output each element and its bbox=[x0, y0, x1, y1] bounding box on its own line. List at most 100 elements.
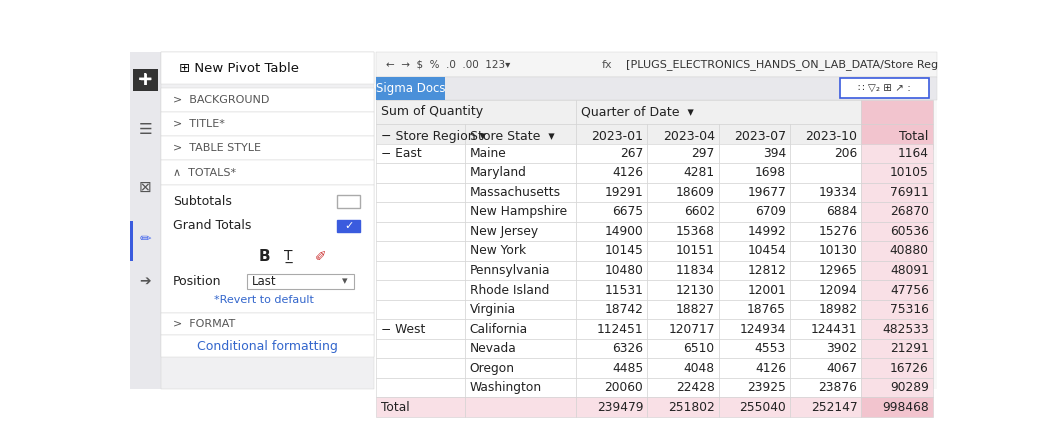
Text: ✐: ✐ bbox=[314, 249, 326, 263]
Bar bbox=[790, 358, 862, 378]
Bar bbox=[132, 69, 158, 91]
Text: 40880: 40880 bbox=[890, 244, 929, 257]
Bar bbox=[718, 280, 790, 300]
Bar bbox=[790, 280, 862, 300]
Bar bbox=[160, 160, 374, 185]
Bar bbox=[648, 280, 718, 300]
Text: 60536: 60536 bbox=[890, 225, 929, 238]
Bar bbox=[648, 397, 718, 417]
Bar bbox=[376, 52, 937, 76]
Text: 10151: 10151 bbox=[676, 244, 715, 257]
Text: 16726: 16726 bbox=[890, 361, 929, 375]
Bar bbox=[790, 222, 862, 241]
Bar bbox=[862, 100, 933, 124]
Bar bbox=[376, 319, 465, 339]
Text: T̲: T̲ bbox=[284, 249, 293, 263]
Text: >  FORMAT: > FORMAT bbox=[173, 319, 235, 329]
Text: 23876: 23876 bbox=[818, 381, 858, 394]
Text: ☰: ☰ bbox=[138, 122, 152, 137]
Bar bbox=[160, 313, 374, 335]
Text: Last: Last bbox=[252, 275, 277, 288]
Text: 2023-10: 2023-10 bbox=[806, 130, 858, 143]
Text: 12001: 12001 bbox=[747, 284, 786, 296]
Text: ▾: ▾ bbox=[341, 276, 348, 286]
Text: 6709: 6709 bbox=[755, 205, 786, 218]
Text: 297: 297 bbox=[691, 147, 715, 160]
Bar bbox=[465, 319, 576, 339]
Bar bbox=[718, 397, 790, 417]
Text: − Store Region ▾: − Store Region ▾ bbox=[381, 130, 486, 143]
Text: 252147: 252147 bbox=[811, 401, 858, 413]
Text: 21291: 21291 bbox=[890, 342, 929, 355]
Text: 18609: 18609 bbox=[676, 186, 715, 199]
Bar bbox=[465, 241, 576, 261]
Text: 15368: 15368 bbox=[676, 225, 715, 238]
Bar bbox=[376, 202, 465, 222]
Text: 4281: 4281 bbox=[684, 166, 715, 180]
Text: 4485: 4485 bbox=[612, 361, 643, 375]
Text: 4048: 4048 bbox=[684, 361, 715, 375]
Bar bbox=[337, 220, 360, 232]
Text: Washington: Washington bbox=[469, 381, 541, 394]
Text: ✏: ✏ bbox=[139, 232, 151, 246]
Text: 75316: 75316 bbox=[890, 303, 929, 316]
Text: 12965: 12965 bbox=[818, 264, 858, 277]
Bar bbox=[718, 222, 790, 241]
Text: +: + bbox=[138, 71, 152, 90]
Bar bbox=[862, 222, 933, 241]
Bar bbox=[160, 112, 374, 136]
Bar bbox=[790, 183, 862, 202]
Text: 76911: 76911 bbox=[890, 186, 929, 199]
Text: 239479: 239479 bbox=[596, 401, 643, 413]
Bar bbox=[465, 339, 576, 358]
Bar bbox=[465, 202, 576, 222]
Text: 19291: 19291 bbox=[605, 186, 643, 199]
Text: 1164: 1164 bbox=[897, 147, 929, 160]
Text: 4126: 4126 bbox=[612, 166, 643, 180]
Text: >  TITLE*: > TITLE* bbox=[173, 119, 225, 129]
Bar bbox=[790, 241, 862, 261]
Bar bbox=[130, 52, 160, 389]
Text: Rhode Island: Rhode Island bbox=[469, 284, 549, 296]
Text: 482533: 482533 bbox=[882, 323, 929, 336]
Bar bbox=[718, 339, 790, 358]
Bar bbox=[465, 397, 576, 417]
Text: 6675: 6675 bbox=[612, 205, 643, 218]
Bar bbox=[376, 339, 465, 358]
Text: 18827: 18827 bbox=[676, 303, 715, 316]
Bar bbox=[718, 144, 790, 163]
Bar bbox=[648, 183, 718, 202]
Bar bbox=[648, 319, 718, 339]
Text: [PLUGS_ELECTRONICS_HANDS_ON_LAB_DATA/Store Reg: [PLUGS_ELECTRONICS_HANDS_ON_LAB_DATA/Sto… bbox=[627, 59, 938, 70]
Bar bbox=[862, 339, 933, 358]
Text: 26870: 26870 bbox=[890, 205, 929, 218]
Text: 394: 394 bbox=[763, 147, 786, 160]
Bar bbox=[718, 300, 790, 319]
Text: B: B bbox=[258, 249, 270, 264]
Text: ∧  TOTALS*: ∧ TOTALS* bbox=[173, 167, 236, 177]
Bar bbox=[862, 241, 933, 261]
Text: 11834: 11834 bbox=[676, 264, 715, 277]
Bar bbox=[465, 183, 576, 202]
Bar bbox=[576, 124, 648, 149]
Bar bbox=[376, 100, 937, 389]
Bar bbox=[790, 202, 862, 222]
Bar bbox=[576, 378, 648, 397]
Bar bbox=[648, 358, 718, 378]
Bar bbox=[160, 52, 374, 389]
Text: 48091: 48091 bbox=[890, 264, 929, 277]
Bar bbox=[376, 124, 465, 149]
Text: Subtotals: Subtotals bbox=[173, 195, 232, 208]
Text: 251802: 251802 bbox=[668, 401, 715, 413]
Text: 267: 267 bbox=[620, 147, 643, 160]
Text: >  BACKGROUND: > BACKGROUND bbox=[173, 95, 270, 105]
Bar bbox=[576, 300, 648, 319]
Text: 2023-07: 2023-07 bbox=[734, 130, 786, 143]
Bar bbox=[862, 280, 933, 300]
Bar bbox=[718, 358, 790, 378]
Bar bbox=[576, 202, 648, 222]
Text: 4067: 4067 bbox=[827, 361, 858, 375]
Text: 10454: 10454 bbox=[747, 244, 786, 257]
Bar bbox=[790, 397, 862, 417]
Bar bbox=[247, 274, 354, 289]
